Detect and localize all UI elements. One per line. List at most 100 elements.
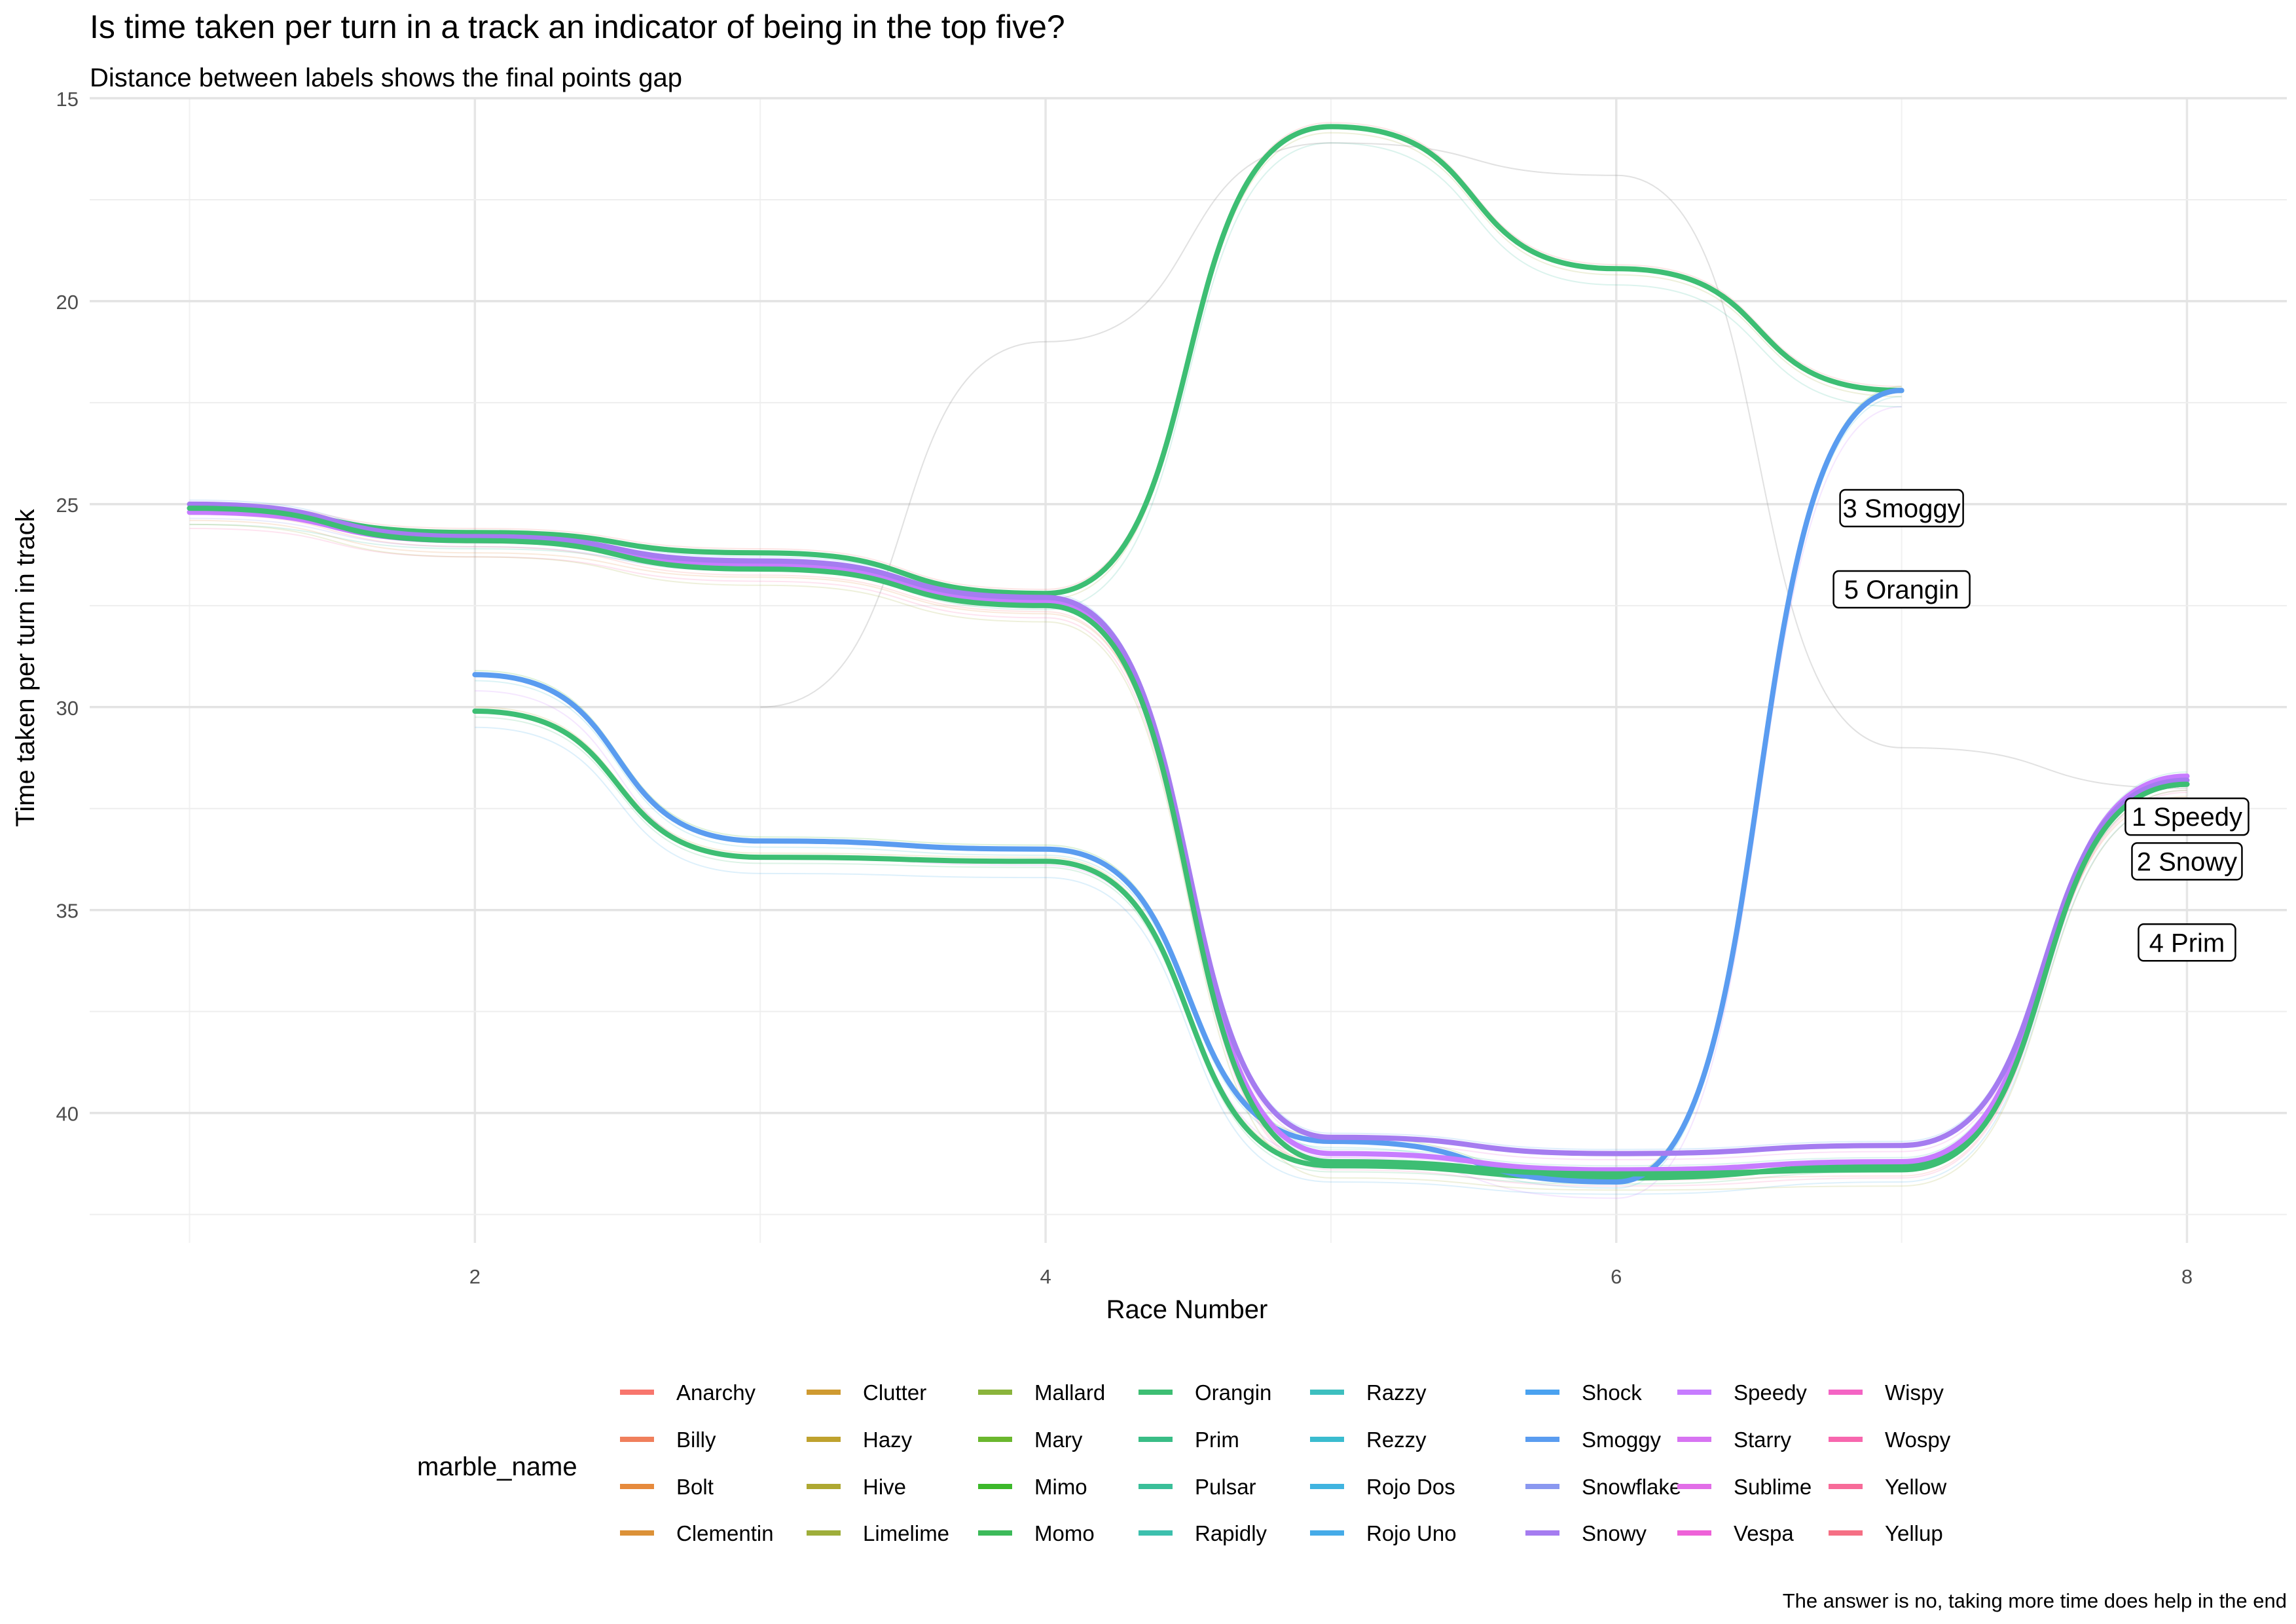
series-lines	[187, 124, 2190, 1185]
legend-item: Prim	[1139, 1428, 1239, 1452]
background-series	[189, 122, 2187, 1199]
y-tick-label: 35	[56, 900, 79, 923]
rank-label: 4 Prim	[2138, 923, 2236, 962]
series-line-speedy	[187, 509, 2190, 1173]
legend-item: Hazy	[807, 1428, 913, 1452]
x-axis-ticks: 2 4 6 8	[469, 1265, 2193, 1288]
legend-label: Yellup	[1885, 1521, 1943, 1545]
rank-label: 1 Speedy	[2124, 797, 2250, 836]
legend-label: Clementin	[676, 1521, 774, 1545]
chart-subtitle: Distance between labels shows the final …	[90, 64, 682, 92]
rank-label-text: 1 Speedy	[2132, 803, 2242, 832]
legend-item: Yellow	[1829, 1475, 1946, 1499]
legend-item: Starry	[1677, 1428, 1792, 1452]
x-tick-label: 2	[469, 1265, 481, 1288]
legend-label: Rezzy	[1366, 1428, 1427, 1452]
legend-item: Rapidly	[1139, 1521, 1267, 1545]
legend-item: Yellup	[1829, 1521, 1943, 1545]
legend-label: Wospy	[1885, 1428, 1951, 1452]
legend-label: Sublime	[1734, 1475, 1812, 1499]
rank-label-text: 4 Prim	[2149, 929, 2225, 957]
background-line	[189, 142, 1902, 611]
rank-label-text: 5 Orangin	[1844, 576, 1959, 604]
legend-label: Starry	[1734, 1428, 1792, 1452]
legend-item: Snowy	[1525, 1521, 1647, 1545]
legend-label: Wispy	[1885, 1380, 1944, 1405]
legend-item: Vespa	[1677, 1521, 1794, 1545]
x-tick-label: 4	[1040, 1265, 1051, 1288]
y-axis-ticks: 15 20 25 30 35 40	[56, 88, 79, 1126]
rank-label-box	[2131, 842, 2243, 881]
legend-item: Bolt	[620, 1475, 714, 1499]
y-tick-label: 40	[56, 1103, 79, 1126]
legend-label: Speedy	[1734, 1380, 1807, 1405]
legend-item: Pulsar	[1139, 1475, 1256, 1499]
legend-label: Hazy	[863, 1428, 913, 1452]
legend-label: Momo	[1034, 1521, 1095, 1545]
legend-item: Limelime	[807, 1521, 949, 1545]
legend-item: Billy	[620, 1428, 716, 1452]
legend-label: Prim	[1195, 1428, 1239, 1452]
legend-item: Anarchy	[620, 1380, 756, 1405]
rank-label: 3 Smoggy	[1839, 489, 1964, 528]
legend-title: marble_name	[417, 1452, 577, 1481]
x-axis-label: Race Number	[1106, 1295, 1268, 1324]
legend-label: Snowy	[1582, 1521, 1647, 1545]
background-line	[475, 726, 2187, 1195]
legend-label: Rojo Dos	[1366, 1475, 1455, 1499]
legend-item: Mallard	[978, 1380, 1105, 1405]
series-line-snowy	[187, 501, 2190, 1156]
x-tick-label: 8	[2181, 1265, 2193, 1288]
background-line	[189, 519, 2187, 1171]
legend-item: Razzy	[1310, 1380, 1427, 1405]
legend-item: Shock	[1525, 1380, 1642, 1405]
legend-label: Billy	[676, 1428, 716, 1452]
legend-label: Rojo Uno	[1366, 1521, 1457, 1545]
background-line	[475, 396, 1902, 1189]
series-line-prim	[187, 506, 2190, 1177]
legend-label: Snowflake	[1582, 1475, 1681, 1499]
y-tick-label: 30	[56, 697, 79, 720]
legend-label: Shock	[1582, 1380, 1642, 1405]
series-line-smoggy	[472, 388, 1904, 1185]
rank-label-box	[1839, 489, 1964, 528]
legend-label: Vespa	[1734, 1521, 1794, 1545]
legend-item: Smoggy	[1525, 1428, 1662, 1452]
chart-caption: The answer is no, taking more time does …	[1783, 1589, 2287, 1612]
rank-label-box	[2124, 797, 2250, 836]
legend-item: Momo	[978, 1521, 1095, 1545]
rank-labels: 3 Smoggy 5 Orangin 1 Speedy 2 Snowy 4 Prim	[1832, 489, 2250, 962]
legend-item: Wospy	[1829, 1428, 1951, 1452]
y-axis-label: Time taken per turn in track	[11, 508, 40, 826]
legend-item: Sublime	[1677, 1475, 1812, 1499]
y-tick-label: 25	[56, 494, 79, 517]
legend-label: Limelime	[863, 1521, 949, 1545]
grid	[90, 97, 2287, 1243]
legend-item: Hive	[807, 1475, 906, 1499]
legend-item: Rojo Uno	[1310, 1521, 1457, 1545]
legend-label: Smoggy	[1582, 1428, 1662, 1452]
legend-item: Mary	[978, 1428, 1083, 1452]
legend-item: Orangin	[1139, 1380, 1271, 1405]
rank-label: 2 Snowy	[2131, 842, 2243, 881]
background-line	[760, 142, 2187, 789]
legend-label: Orangin	[1195, 1380, 1271, 1405]
legend-item: Clementin	[620, 1521, 774, 1545]
legend-item: Rezzy	[1310, 1428, 1427, 1452]
legend-label: Mimo	[1034, 1475, 1087, 1499]
y-tick-label: 20	[56, 291, 79, 314]
background-line	[189, 523, 2187, 1191]
legend-label: Clutter	[863, 1380, 926, 1405]
legend-item: Rojo Dos	[1310, 1475, 1455, 1499]
rank-label-text: 2 Snowy	[2137, 847, 2237, 876]
rank-label-box	[2138, 923, 2236, 962]
x-tick-label: 6	[1611, 1265, 1622, 1288]
legend-label: Pulsar	[1195, 1475, 1256, 1499]
chart-title: Is time taken per turn in a track an ind…	[90, 9, 1065, 45]
background-line	[475, 406, 1902, 1199]
rank-label-box	[1832, 570, 1971, 609]
legend-label: Mary	[1034, 1428, 1083, 1452]
rank-label: 5 Orangin	[1832, 570, 1971, 609]
rank-label-text: 3 Smoggy	[1843, 494, 1961, 523]
